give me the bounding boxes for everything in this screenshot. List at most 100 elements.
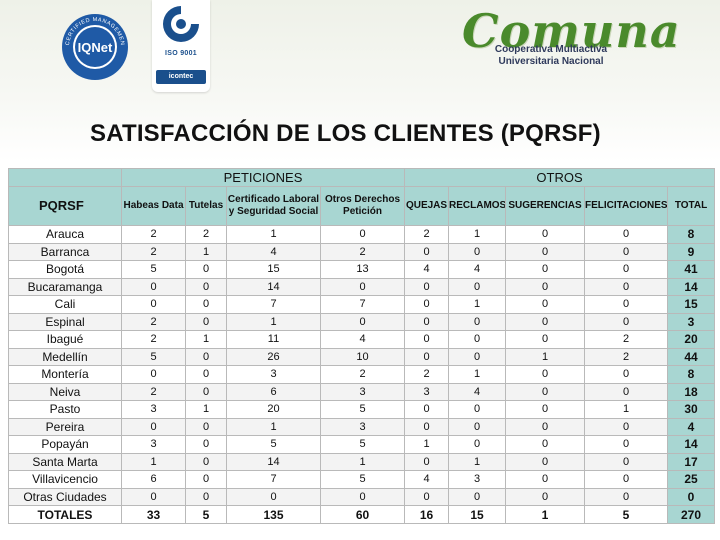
table-cell: 4 — [404, 260, 449, 279]
city-cell: Montería — [8, 365, 122, 384]
row-total-cell: 15 — [666, 295, 716, 314]
table-cell: 0 — [121, 365, 186, 384]
table-cell: 0 — [584, 435, 668, 454]
icontec-swirl-icon — [163, 6, 199, 42]
table-cell: 0 — [404, 312, 449, 331]
page-title: SATISFACCIÓN DE LOS CLIENTES (PQRSF) — [90, 120, 601, 147]
city-cell: Villavicencio — [8, 470, 122, 489]
table-cell: 0 — [404, 400, 449, 419]
table-cell: 3 — [121, 400, 186, 419]
table-cell: 5 — [320, 400, 405, 419]
table-row: Bucaramanga 0 0 14 0 0 0 0 0 14 — [8, 277, 716, 296]
table-cell: 0 — [584, 417, 668, 436]
table-row: Ibagué 2 1 11 4 0 0 0 2 20 — [8, 330, 716, 349]
table-cell: 0 — [404, 487, 449, 506]
table-cell: 2 — [320, 242, 405, 261]
table-cell: 1 — [505, 347, 585, 366]
table-cell: 0 — [505, 242, 585, 261]
table-cell: 2 — [185, 225, 227, 244]
table-row: Otras Ciudades 0 0 0 0 0 0 0 0 0 — [8, 487, 716, 506]
table-cell: 3 — [448, 470, 506, 489]
table-cell: 1 — [185, 242, 227, 261]
table-cell: 0 — [121, 295, 186, 314]
table-cell: 0 — [320, 277, 405, 296]
table-cell: 0 — [404, 347, 449, 366]
table-cell: 0 — [320, 487, 405, 506]
table-cell: 1 — [448, 365, 506, 384]
city-cell: Ibagué — [8, 330, 122, 349]
table-cell: 3 — [226, 365, 321, 384]
group-blank-cell — [8, 168, 122, 187]
table-cell: 1 — [226, 225, 321, 244]
table-body: Arauca 2 2 1 0 2 1 0 0 8 Barranca 2 1 4 2 0 0 0 0 9 Bogotá 5 0… — [8, 225, 716, 524]
table-cell: 1 — [584, 400, 668, 419]
totals-cell: 60 — [320, 505, 405, 524]
table-cell: 1 — [448, 452, 506, 471]
table-cell: 1 — [448, 225, 506, 244]
table-cell: 1 — [404, 435, 449, 454]
table-cell: 1 — [185, 400, 227, 419]
row-total-cell: 41 — [666, 260, 716, 279]
city-cell: Pereira — [8, 417, 122, 436]
totals-cell: 5 — [185, 505, 227, 524]
column-header-otros-derechos: Otros Derechos Petición — [320, 186, 405, 226]
table-row: Pasto 3 1 20 5 0 0 0 1 30 — [8, 400, 716, 419]
table-cell: 0 — [584, 260, 668, 279]
row-total-cell: 3 — [666, 312, 716, 331]
table-cell: 0 — [505, 277, 585, 296]
table-cell: 0 — [584, 225, 668, 244]
table-row: Barranca 2 1 4 2 0 0 0 0 9 — [8, 242, 716, 261]
table-cell: 4 — [226, 242, 321, 261]
column-header-quejas: QUEJAS — [404, 186, 449, 226]
table-cell: 3 — [121, 435, 186, 454]
table-row: Bogotá 5 0 15 13 4 4 0 0 41 — [8, 260, 716, 279]
table-cell: 0 — [505, 400, 585, 419]
table-cell: 0 — [404, 330, 449, 349]
table-cell: 0 — [404, 242, 449, 261]
table-cell: 0 — [505, 435, 585, 454]
row-total-cell: 14 — [666, 435, 716, 454]
iqnet-logo: IQNet CERTIFIED MANAGEMENT SYSTEM — [57, 8, 130, 82]
table-cell: 0 — [185, 435, 227, 454]
table-row: Villavicencio 6 0 7 5 4 3 0 0 25 — [8, 470, 716, 489]
iqnet-label: IQNet — [78, 40, 113, 55]
table-cell: 0 — [584, 242, 668, 261]
table-cell: 0 — [505, 225, 585, 244]
table-cell: 0 — [584, 487, 668, 506]
table-cell: 0 — [448, 435, 506, 454]
table-row: Santa Marta 1 0 14 1 0 1 0 0 17 — [8, 452, 716, 471]
table-cell: 0 — [185, 295, 227, 314]
row-total-cell: 30 — [666, 400, 716, 419]
table-cell: 1 — [185, 330, 227, 349]
group-header-row: PETICIONES OTROS — [8, 168, 716, 187]
table-cell: 20 — [226, 400, 321, 419]
table-cell: 2 — [404, 225, 449, 244]
table-cell: 0 — [584, 277, 668, 296]
table-cell: 0 — [505, 417, 585, 436]
table-cell: 0 — [584, 365, 668, 384]
table-cell: 0 — [121, 277, 186, 296]
table-cell: 6 — [121, 470, 186, 489]
column-header-certificado-laboral: Certificado Laboral y Seguridad Social — [226, 186, 321, 226]
totals-cell: 16 — [404, 505, 449, 524]
table-cell: 0 — [185, 382, 227, 401]
table-cell: 0 — [448, 312, 506, 331]
table-cell: 0 — [448, 417, 506, 436]
table-cell: 0 — [404, 452, 449, 471]
icontec-logo: ISO 9001 icontec — [152, 0, 210, 92]
row-total-cell: 0 — [666, 487, 716, 506]
table-cell: 1 — [226, 312, 321, 331]
table-cell: 3 — [404, 382, 449, 401]
table-cell: 14 — [226, 277, 321, 296]
table-cell: 2 — [584, 330, 668, 349]
table-cell: 14 — [226, 452, 321, 471]
pqrsf-table: PETICIONES OTROS PQRSF Habeas Data Tutel… — [8, 168, 716, 524]
table-cell: 0 — [226, 487, 321, 506]
table-cell: 2 — [121, 225, 186, 244]
table-cell: 0 — [121, 417, 186, 436]
row-total-cell: 18 — [666, 382, 716, 401]
table-cell: 0 — [448, 487, 506, 506]
city-cell: Neiva — [8, 382, 122, 401]
table-cell: 4 — [448, 382, 506, 401]
comuna-subtitle: Cooperativa Multiactiva Universitaria Na… — [476, 44, 626, 68]
